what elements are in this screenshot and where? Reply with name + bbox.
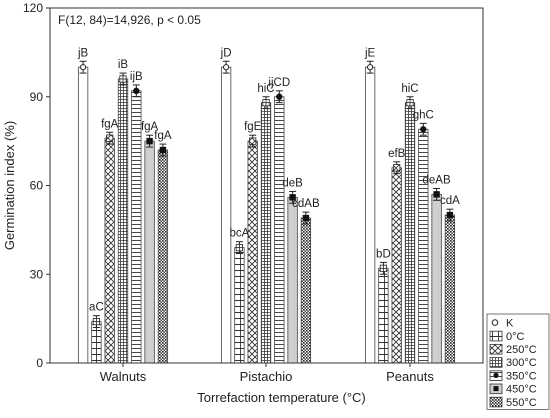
bar bbox=[364, 66, 376, 364]
legend-label: 450°C bbox=[506, 384, 537, 396]
bar bbox=[274, 96, 285, 364]
x-axis: Walnuts Pistachio Peanuts bbox=[100, 363, 434, 384]
bar bbox=[404, 102, 416, 364]
significance-label: deB bbox=[282, 177, 303, 189]
x-axis-label: Torrefaction temperature (°C) bbox=[197, 390, 365, 405]
bar bbox=[234, 247, 245, 364]
bar bbox=[77, 66, 89, 364]
mean-marker bbox=[289, 194, 296, 201]
legend-label: K bbox=[506, 318, 514, 330]
significance-label: ghC bbox=[413, 109, 434, 121]
significance-label: bD bbox=[376, 248, 391, 260]
plot-frame bbox=[49, 7, 484, 364]
bar bbox=[378, 267, 389, 364]
bar bbox=[391, 167, 402, 364]
legend-swatch bbox=[489, 330, 503, 342]
y-axis: 0 30 60 90 120 bbox=[23, 1, 50, 370]
stats-annotation: F(12, 84)=14,926, p < 0.05 bbox=[58, 13, 201, 27]
significance-label: jE bbox=[364, 47, 376, 59]
legend-label: 250°C bbox=[506, 344, 537, 356]
legend-label: 0°C bbox=[506, 331, 525, 343]
significance-labels-layer: jBaCfgAiBijBfgAfgAjDbcAfgEhiCijCDdeBcdAB… bbox=[77, 47, 460, 313]
bar bbox=[117, 78, 129, 364]
significance-label: jD bbox=[220, 47, 232, 59]
significance-label: hiC bbox=[401, 83, 418, 95]
bar bbox=[104, 137, 115, 364]
mean-marker bbox=[302, 214, 310, 222]
legend-swatch bbox=[489, 357, 503, 368]
bar bbox=[157, 149, 169, 364]
mean-marker bbox=[249, 137, 257, 145]
significance-label: fgA bbox=[154, 130, 172, 142]
significance-label: ijB bbox=[130, 71, 143, 83]
bar bbox=[431, 193, 442, 364]
significance-label: ijCD bbox=[268, 77, 290, 89]
bars-layer bbox=[77, 60, 456, 364]
legend-label: 350°C bbox=[506, 370, 537, 382]
bar bbox=[144, 140, 155, 364]
x-tick-label: Pistachio bbox=[240, 369, 293, 384]
x-tick-label: Walnuts bbox=[100, 369, 147, 384]
mean-marker bbox=[420, 126, 427, 133]
significance-label: jB bbox=[77, 47, 89, 59]
y-axis-label: Germination index (%) bbox=[2, 121, 17, 250]
significance-label: hiC bbox=[257, 83, 274, 95]
bar bbox=[444, 214, 456, 364]
mean-marker bbox=[80, 64, 87, 71]
legend-swatch bbox=[489, 343, 503, 355]
significance-label: cdAB bbox=[292, 198, 320, 210]
significance-label: iB bbox=[118, 59, 129, 71]
bar bbox=[260, 102, 272, 364]
y-tick-label: 90 bbox=[30, 90, 44, 104]
mean-marker bbox=[133, 87, 140, 95]
y-tick-label: 30 bbox=[30, 267, 44, 281]
mean-marker bbox=[276, 93, 283, 100]
legend-swatch bbox=[489, 396, 503, 408]
significance-label: deAB bbox=[423, 174, 451, 186]
bar bbox=[418, 128, 429, 364]
x-tick-label: Peanuts bbox=[386, 369, 434, 384]
y-tick-label: 120 bbox=[23, 1, 43, 15]
y-tick-label: 0 bbox=[36, 356, 43, 370]
bar bbox=[287, 196, 298, 364]
legend-label: 550°C bbox=[506, 397, 537, 409]
significance-label: fgA bbox=[141, 121, 159, 133]
significance-label: bcA bbox=[229, 228, 249, 240]
bar bbox=[131, 90, 142, 364]
significance-label: fgA bbox=[101, 118, 119, 130]
mean-marker bbox=[393, 164, 401, 172]
legend-label: 300°C bbox=[506, 357, 537, 369]
mean-marker bbox=[223, 64, 230, 71]
mean-marker bbox=[446, 211, 454, 219]
mean-marker bbox=[433, 191, 440, 198]
mean-marker bbox=[159, 146, 167, 154]
legend-swatch-marker bbox=[493, 386, 499, 392]
bar bbox=[300, 217, 312, 364]
significance-label: aC bbox=[89, 302, 104, 314]
mean-marker bbox=[146, 137, 153, 145]
legend-swatch-marker bbox=[493, 372, 499, 378]
significance-label: fgE bbox=[244, 121, 262, 133]
significance-label: efB bbox=[388, 148, 406, 160]
mean-marker bbox=[106, 134, 114, 142]
significance-label: cdA bbox=[440, 195, 460, 207]
bar bbox=[220, 66, 232, 364]
y-tick-label: 60 bbox=[30, 179, 44, 193]
legend-swatch bbox=[491, 319, 499, 326]
bar bbox=[247, 140, 258, 364]
mean-marker bbox=[367, 64, 374, 71]
